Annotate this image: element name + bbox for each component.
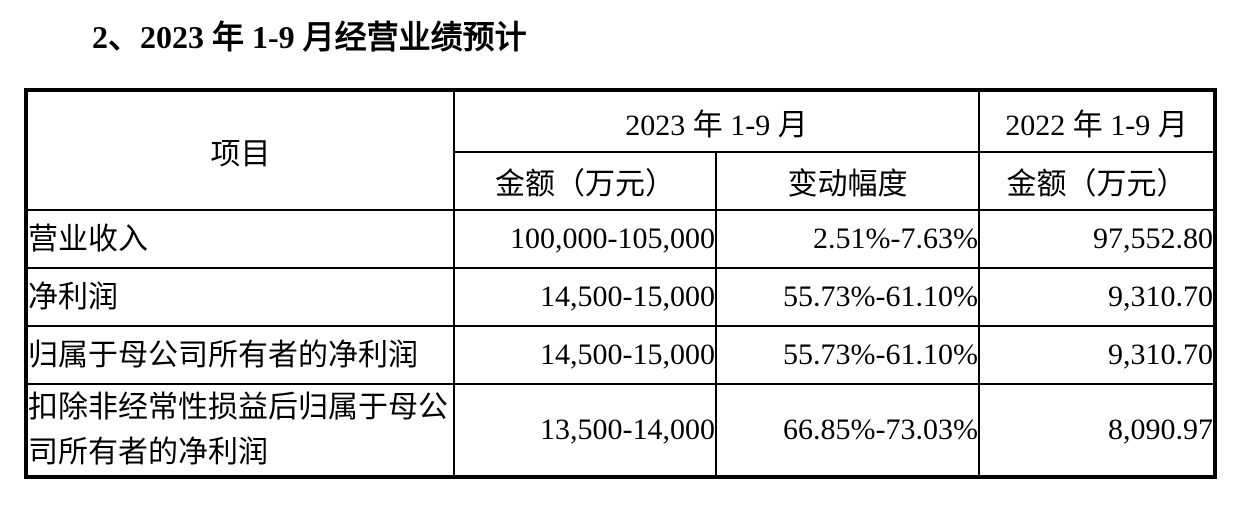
table-row-revenue: 营业收入 100,000-105,000 2.51%-7.63% 97,552.… <box>25 209 1216 269</box>
table-header-row-measures: 金额（万元） 变动幅度 金额（万元） <box>26 151 1216 211</box>
row-amount-2023: 100,000-105,000 <box>453 209 717 269</box>
header-amount-2022: 金额（万元） <box>978 151 1216 211</box>
row-change: 55.73%-61.10% <box>715 325 980 385</box>
row-change: 2.51%-7.63% <box>715 209 980 269</box>
row-label: 净利润 <box>25 267 455 327</box>
row-amount-2023: 14,500-15,000 <box>453 325 717 385</box>
row-label: 扣除非经常性损益后归属于母公司所有者的净利润 <box>25 383 455 478</box>
performance-forecast-table: 项目 2023 年 1-9 月 2022 年 1-9 月 金额（万元） 变动幅度… <box>24 88 1217 479</box>
section-title: 2、2023 年 1-9 月经营业绩预计 <box>92 19 527 55</box>
header-amount-2023: 金额（万元） <box>453 151 717 211</box>
table-row-deducted-net-profit: 扣除非经常性损益后归属于母公司所有者的净利润 13,500-14,000 66.… <box>25 383 1216 478</box>
row-amount-2022: 9,310.70 <box>978 267 1216 327</box>
row-label: 营业收入 <box>25 209 455 269</box>
row-amount-2023: 13,500-14,000 <box>453 383 717 478</box>
header-change: 变动幅度 <box>715 151 980 211</box>
row-label: 归属于母公司所有者的净利润 <box>25 325 455 385</box>
row-amount-2022: 8,090.97 <box>978 383 1216 478</box>
row-amount-2022: 9,310.70 <box>978 325 1216 385</box>
row-amount-2022: 97,552.80 <box>978 209 1216 269</box>
header-period-2023: 2023 年 1-9 月 <box>453 89 980 153</box>
row-change: 66.85%-73.03% <box>715 383 980 478</box>
table-row-net-profit: 净利润 14,500-15,000 55.73%-61.10% 9,310.70 <box>25 267 1216 327</box>
table-row-parent-net-profit: 归属于母公司所有者的净利润 14,500-15,000 55.73%-61.10… <box>25 325 1216 385</box>
row-change: 55.73%-61.10% <box>715 267 980 327</box>
header-period-2022: 2022 年 1-9 月 <box>978 89 1216 153</box>
header-item: 项目 <box>25 89 455 211</box>
row-amount-2023: 14,500-15,000 <box>453 267 717 327</box>
table-header-row-periods: 项目 2023 年 1-9 月 2022 年 1-9 月 <box>25 89 1216 211</box>
